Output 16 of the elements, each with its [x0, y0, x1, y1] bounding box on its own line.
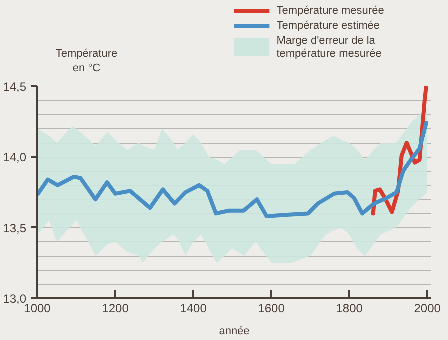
y-tick-label: 14,5: [3, 80, 27, 94]
x-axis-title: année: [219, 326, 250, 338]
line-series: [38, 121, 428, 219]
legend-label: Température mesurée: [276, 5, 384, 17]
y-tick-label: 13,0: [3, 292, 27, 306]
x-tick-label: 1400: [180, 302, 208, 316]
x-tick-label: 1200: [102, 302, 130, 316]
x-tick-label: 1800: [336, 302, 364, 316]
x-tick-label: 1600: [258, 302, 286, 316]
legend-label: Température estimée: [276, 20, 380, 32]
y-tick-label: 14,0: [3, 150, 27, 165]
x-tick-label: 1000: [24, 302, 52, 316]
legend-label: Marge d'erreur de la température mesurée: [276, 34, 382, 60]
y-tick-label: 13,5: [3, 221, 27, 236]
y-axis-title: Température en °C: [56, 48, 118, 74]
x-tick-label: 2000: [414, 302, 442, 316]
